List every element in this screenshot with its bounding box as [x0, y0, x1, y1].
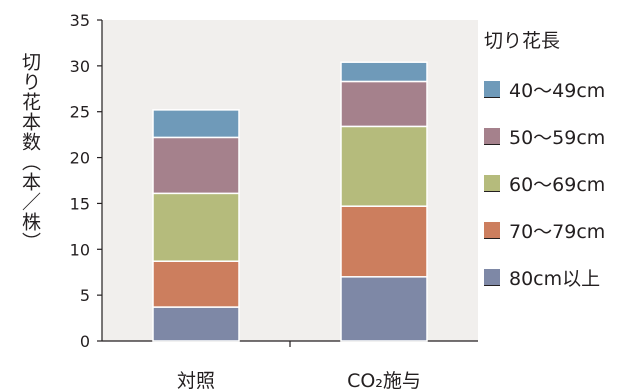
legend-item-50-59: 50〜59cm: [484, 124, 606, 149]
x-tick-label: CO₂施与: [347, 370, 421, 391]
y-tick-label: 15: [70, 194, 90, 213]
bar-segment: [340, 125, 428, 207]
legend-label: 40〜49cm: [509, 79, 606, 102]
bar-segment: [152, 192, 240, 262]
legend-label: 80cm以上: [509, 267, 601, 290]
y-tick-label: 0: [80, 332, 90, 351]
legend-swatch: [484, 127, 500, 145]
bar-segment: [340, 205, 428, 278]
legend-item-40-49: 40〜49cm: [484, 77, 606, 102]
legend-label: 60〜69cm: [509, 173, 606, 196]
bar-segment: [340, 276, 428, 342]
bar-segment: [152, 136, 240, 195]
y-tick-label: 30: [70, 57, 90, 76]
bar-segment: [152, 260, 240, 308]
bar-segment: [152, 109, 240, 139]
bar-segment: [340, 61, 428, 83]
y-tick-label: 25: [70, 103, 90, 122]
y-tick-label: 20: [70, 149, 90, 168]
bar-segment: [340, 80, 428, 128]
legend-label: 50〜59cm: [509, 126, 606, 149]
y-tick-label: 10: [70, 240, 90, 259]
y-axis-label: 切り花本数（本／株）: [19, 52, 41, 252]
legend-swatch: [484, 80, 500, 98]
legend-item-60-69: 60〜69cm: [484, 171, 606, 196]
legend-swatch: [484, 174, 500, 192]
legend-swatch: [484, 221, 500, 239]
x-tick-label: 対照: [177, 370, 215, 391]
y-tick-label: 5: [80, 286, 90, 305]
y-tick-label: 35: [70, 11, 90, 30]
legend-label: 70〜79cm: [509, 220, 606, 243]
legend-title: 切り花長: [484, 30, 561, 52]
legend-item-80-plus: 80cm以上: [484, 265, 601, 290]
legend-item-70-79: 70〜79cm: [484, 218, 606, 243]
bar-segment: [152, 306, 240, 342]
legend-swatch: [484, 268, 500, 286]
